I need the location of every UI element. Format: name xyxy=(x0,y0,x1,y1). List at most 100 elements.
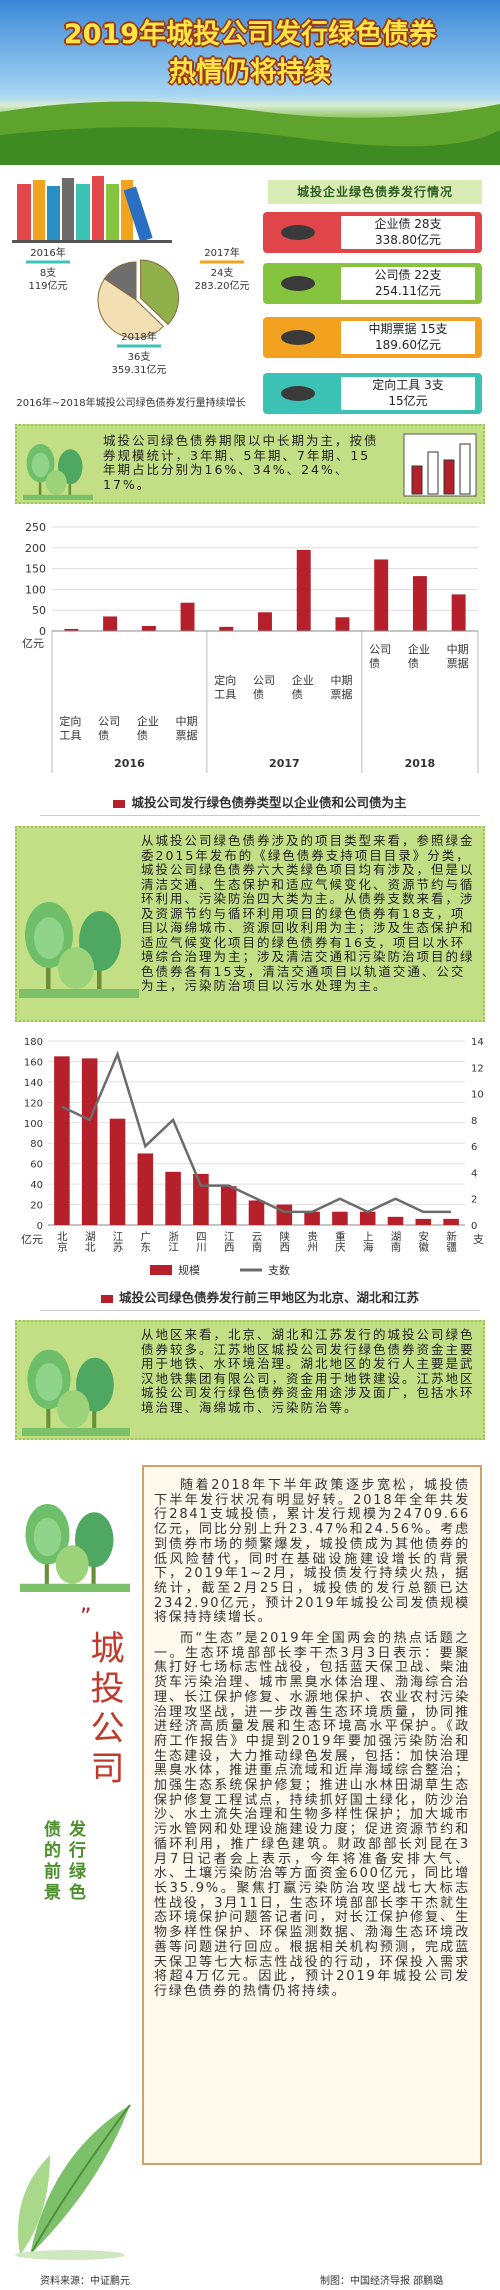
outlook-subtitle: 发行绿色债的前景 xyxy=(40,1820,85,1904)
x-tick-label: 重庆 xyxy=(334,1230,346,1253)
source: 资料来源：中证鹏元 xyxy=(40,2276,130,2287)
legend-label: 支数 xyxy=(268,1264,290,1277)
bar xyxy=(165,1171,181,1225)
outlook-box: 随着2018年下半年政策逐步宽松，城投债下半年发行状况有明显好转。2018年全年… xyxy=(142,1465,482,2165)
x-label-box: 中期票据 xyxy=(175,715,198,742)
card-name: 企业债 xyxy=(374,217,411,231)
card-amount: 15亿元 xyxy=(388,394,428,408)
section-label: 城投企业绿色债券发行情况 xyxy=(268,180,482,204)
pie-caption: 2016年~2018年城投公司绿色债券发行量持续增长 xyxy=(16,396,245,409)
note-text: 城投公司绿色债券期限以中长期为主，按债券规模统计，3年期、5年期、7年期、15年… xyxy=(103,433,379,492)
legend-label: 规模 xyxy=(178,1263,200,1277)
card-amount: 338.80亿元 xyxy=(375,233,441,247)
y-tick-label: 60 xyxy=(30,1160,43,1171)
pie-slice xyxy=(97,278,165,339)
note-box: 从城投公司绿色债券涉及的项目类型来看，参照绿金委2015年发布的《绿色债券支持项… xyxy=(15,826,485,1022)
y-tick-label: 20 xyxy=(30,1201,43,1212)
y-tick-label: 80 xyxy=(30,1139,43,1150)
card-amount: 254.11亿元 xyxy=(375,284,441,298)
tree-illustration xyxy=(20,1504,130,1592)
title-line: 2019年城投公司发行绿色债券 xyxy=(63,19,437,50)
x-tick-label: 中期票据 xyxy=(175,715,198,742)
card-amount: 189.60亿元 xyxy=(375,338,441,352)
y2-tick-label: 12 xyxy=(471,1063,484,1074)
bar xyxy=(359,1211,376,1225)
note-box: 城投公司绿色债券期限以中长期为主，按债券规模统计，3年期、5年期、7年期、15年… xyxy=(15,424,485,504)
note-box: 从地区来看，北京、湖北和江苏发行的城投公司绿色债券较多。江苏地区城投公司发行绿色… xyxy=(15,1320,485,1440)
title-line: 热情仍将持续 xyxy=(169,57,331,88)
x-tick-label: 江西 xyxy=(223,1231,235,1252)
x-label-box: 企业债 xyxy=(292,674,314,701)
x-tick-label: 湖南 xyxy=(390,1231,402,1252)
x-tick-label: 安徽 xyxy=(417,1230,429,1253)
x-tick-label: 江苏 xyxy=(112,1231,124,1253)
x-tick-label: 贵州 xyxy=(306,1230,318,1252)
y-tick-label: 50 xyxy=(32,604,46,617)
bar-chart: 050100150200250亿元定向工具公司债企业债中期票据2016定向工具公… xyxy=(22,521,479,773)
pie-count: 24支 xyxy=(211,267,234,279)
y-tick-label: 0 xyxy=(39,625,46,638)
bars-icon xyxy=(403,433,477,497)
y-tick-label: 140 xyxy=(24,1078,43,1089)
bar xyxy=(374,559,389,631)
bar xyxy=(54,1056,70,1225)
pie-value-label: 283.20亿元 xyxy=(195,279,250,292)
bar xyxy=(180,602,195,631)
y2-tick-label: 2 xyxy=(471,1195,477,1206)
x-label-box: 中期票据 xyxy=(447,643,469,670)
x-label-box: 企业债 xyxy=(408,643,430,670)
line xyxy=(61,1050,452,1214)
pie-value-label: 119亿元 xyxy=(28,279,67,292)
bar xyxy=(248,1200,265,1225)
leaf-illustration xyxy=(15,2104,131,2260)
group-label: 2017 xyxy=(269,757,300,770)
bar xyxy=(193,1173,209,1225)
card: 公司债 22支 254.11亿元 xyxy=(263,263,482,304)
bar xyxy=(141,626,156,631)
x-label-box: 公司债 xyxy=(369,643,391,670)
pie-value-label: 359.31亿元 xyxy=(112,363,167,376)
bar-line-chart: 0 20 40 60 80 100 120 140 160 180 0 2 4 6 8 10 12 14 亿元 支 北京… xyxy=(21,1037,484,1277)
x-label-box: 定向工具 xyxy=(59,715,82,742)
y-tick-label: 160 xyxy=(24,1057,43,1068)
y-tick-label: 0 xyxy=(37,1221,43,1232)
y2-unit: 支 xyxy=(473,1233,484,1246)
y-tick-label: 150 xyxy=(25,563,46,576)
x-tick-label: 四川 xyxy=(195,1231,207,1252)
legend-swatch xyxy=(150,1265,172,1275)
card-count: 15支 xyxy=(420,322,448,336)
pie-count: 8支 xyxy=(40,267,56,279)
card-count: 28支 xyxy=(414,217,442,231)
x-tick-label: 云南 xyxy=(251,1231,263,1252)
pie-count: 36支 xyxy=(128,351,151,363)
y2-tick-label: 8 xyxy=(471,1116,477,1127)
x-tick-label: 定向工具 xyxy=(59,715,82,742)
x-tick-label: 中期票据 xyxy=(330,674,353,701)
quote-mark: ” xyxy=(80,1605,92,1630)
x-tick-label: 北京 xyxy=(56,1231,68,1253)
bar xyxy=(219,626,234,631)
bar xyxy=(103,616,118,631)
y-tick-label: 200 xyxy=(25,542,46,555)
pie-slice xyxy=(140,259,180,326)
x-tick-label: 陕西 xyxy=(278,1230,290,1252)
outlook-title: 城投公司 xyxy=(84,1630,124,1790)
y-tick-label: 100 xyxy=(25,583,46,596)
card: 定向工具 3支 15亿元 xyxy=(263,373,482,414)
y2-tick-label: 14 xyxy=(471,1037,484,1048)
pie-category: 2018年 xyxy=(121,330,156,343)
landscape xyxy=(0,101,500,165)
card: 中期票据 15支 189.60亿元 xyxy=(263,317,482,358)
bar xyxy=(220,1186,237,1225)
bar xyxy=(412,576,427,631)
section-heading: 城投公司发行绿色债券类型以企业债和公司债为主 xyxy=(40,792,480,816)
y-unit: 亿元 xyxy=(22,637,44,650)
card-name: 定向工具 xyxy=(372,378,421,392)
y-tick-label: 250 xyxy=(25,521,46,534)
bar xyxy=(258,612,272,631)
y2-tick-label: 0 xyxy=(471,1221,477,1232)
y2-tick-label: 10 xyxy=(471,1090,484,1101)
bar xyxy=(276,1204,293,1225)
trees-icon xyxy=(22,1349,130,1436)
